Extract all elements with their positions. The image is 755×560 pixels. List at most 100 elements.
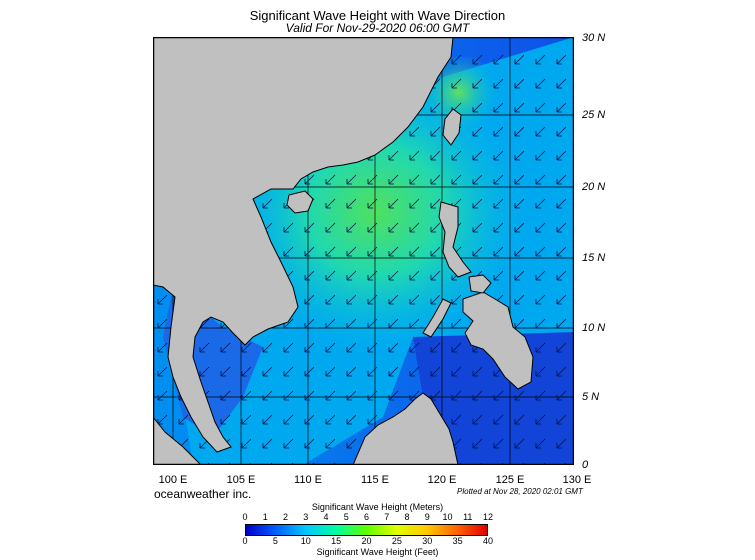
lon-label-115: 115 E [361,474,389,486]
colorbar-meter-tick: 10 [442,512,453,522]
wave-arrow [556,414,567,425]
wave-arrow [409,150,420,161]
wave-arrow [241,438,252,449]
wave-arrow [514,246,525,257]
wave-arrow [388,294,399,305]
wave-arrow [304,246,315,257]
wave-arrow [514,222,525,233]
wave-arrow [451,78,462,89]
wave-arrow [367,222,378,233]
wave-arrow [409,174,420,185]
lon-label-130: 130 E [562,474,592,486]
wave-arrow [262,342,273,353]
wave-arrow [304,414,315,425]
wave-arrow [367,414,378,425]
wave-arrow [325,366,336,377]
wave-arrow [556,54,567,65]
colorbar-meter-tick: 6 [363,512,370,522]
colorbar-feet-tick: 0 [242,536,248,546]
valid-time: Valid For Nov-29-2020 06:00 GMT [285,21,470,35]
wave-arrow [472,126,483,137]
wave-arrow [472,246,483,257]
colorbar-meter-tick: 1 [262,512,268,522]
wave-arrow [472,102,483,113]
wave-arrow [220,390,231,401]
wave-arrow [535,150,546,161]
wave-arrow [325,198,336,209]
wave-arrow [388,174,399,185]
wave-arrow [346,222,357,233]
wave-arrow [367,174,378,185]
wave-arrow [346,390,357,401]
wave-arrow [325,414,336,425]
colorbar-meter-tick: 8 [404,512,410,522]
wave-arrow [451,174,462,185]
wave-arrow [283,366,294,377]
wave-arrow [283,414,294,425]
wave-arrow [262,198,273,209]
wave-arrow [283,390,294,401]
colorbar-feet-tick: 5 [272,536,278,546]
wave-arrow [430,150,441,161]
lon-label-105: 105 E [226,474,256,486]
lat-label-10: 10 N [582,322,606,334]
wave-arrow [430,174,441,185]
wave-arrow [535,390,546,401]
colorbar-meter-tick: 9 [424,512,430,522]
wave-arrow [346,270,357,281]
wave-arrow [367,246,378,257]
wave-arrow [493,54,504,65]
wave-arrow [262,390,273,401]
wave-arrow [514,318,525,329]
wave-arrow [556,102,567,113]
wave-arrow [451,342,462,353]
visayas-islands [468,274,492,294]
wave-arrow [367,294,378,305]
wave-arrow [472,438,483,449]
wave-arrow [367,270,378,281]
wave-arrow [451,318,462,329]
wave-arrow [388,390,399,401]
wave-arrow [262,414,273,425]
wave-arrow [493,174,504,185]
wave-arrow [493,102,504,113]
wave-arrow [409,126,420,137]
colorbar-feet-tick: 15 [331,536,342,546]
wave-arrow [241,390,252,401]
wave-arrow [430,270,441,281]
wave-arrow [514,270,525,281]
wave-arrow [472,390,483,401]
wave-arrow [535,222,546,233]
wave-arrow [535,414,546,425]
lat-label-20: 20 N [582,181,606,193]
wave-arrow [556,150,567,161]
wave-arrow [430,222,441,233]
wave-arrow [346,414,357,425]
wave-arrow [178,414,189,425]
wave-arrow [346,198,357,209]
wave-arrow [514,390,525,401]
wave-arrow [346,174,357,185]
wave-arrow [346,342,357,353]
lat-label-15: 15 N [582,252,606,264]
wave-arrow [241,366,252,377]
wave-arrow [451,366,462,377]
colorbar-meter-tick: 5 [343,512,349,522]
wave-arrow [535,342,546,353]
lon-label-125: 125 E [495,474,525,486]
colorbar-feet-tick: 20 [361,536,372,546]
wave-arrow [472,198,483,209]
wave-arrow [325,174,336,185]
wave-arrow [514,174,525,185]
wave-arrow [493,198,504,209]
wave-arrow [367,342,378,353]
wave-arrow [430,246,441,257]
wave-arrow [556,222,567,233]
wave-arrow [241,414,252,425]
landmasses [153,37,534,465]
wave-arrow [157,390,168,401]
wave-arrow [493,78,504,89]
wave-arrow [556,126,567,137]
wave-arrow [325,270,336,281]
lat-label-25: 25 N [582,109,606,121]
